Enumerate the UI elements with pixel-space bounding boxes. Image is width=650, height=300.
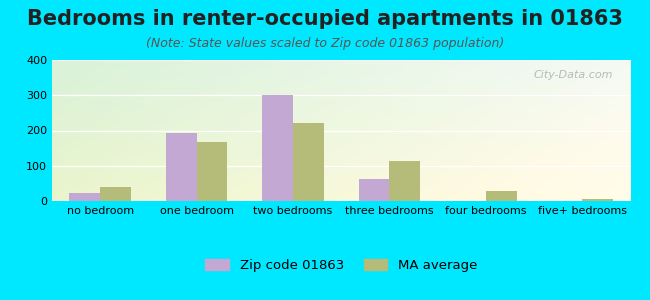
Legend: Zip code 01863, MA average: Zip code 01863, MA average [205, 259, 477, 272]
Bar [359, 179, 389, 201]
Bar [196, 142, 227, 201]
Text: City-Data.com: City-Data.com [534, 70, 613, 80]
Text: Bedrooms in renter-occupied apartments in 01863: Bedrooms in renter-occupied apartments i… [27, 9, 623, 29]
Bar [293, 123, 324, 201]
Bar [70, 193, 100, 201]
Bar [582, 199, 613, 201]
Bar [166, 133, 196, 201]
Bar [262, 94, 293, 201]
Bar [100, 187, 131, 201]
Bar [486, 191, 517, 201]
Text: (Note: State values scaled to Zip code 01863 population): (Note: State values scaled to Zip code 0… [146, 38, 504, 50]
Bar [389, 161, 421, 201]
